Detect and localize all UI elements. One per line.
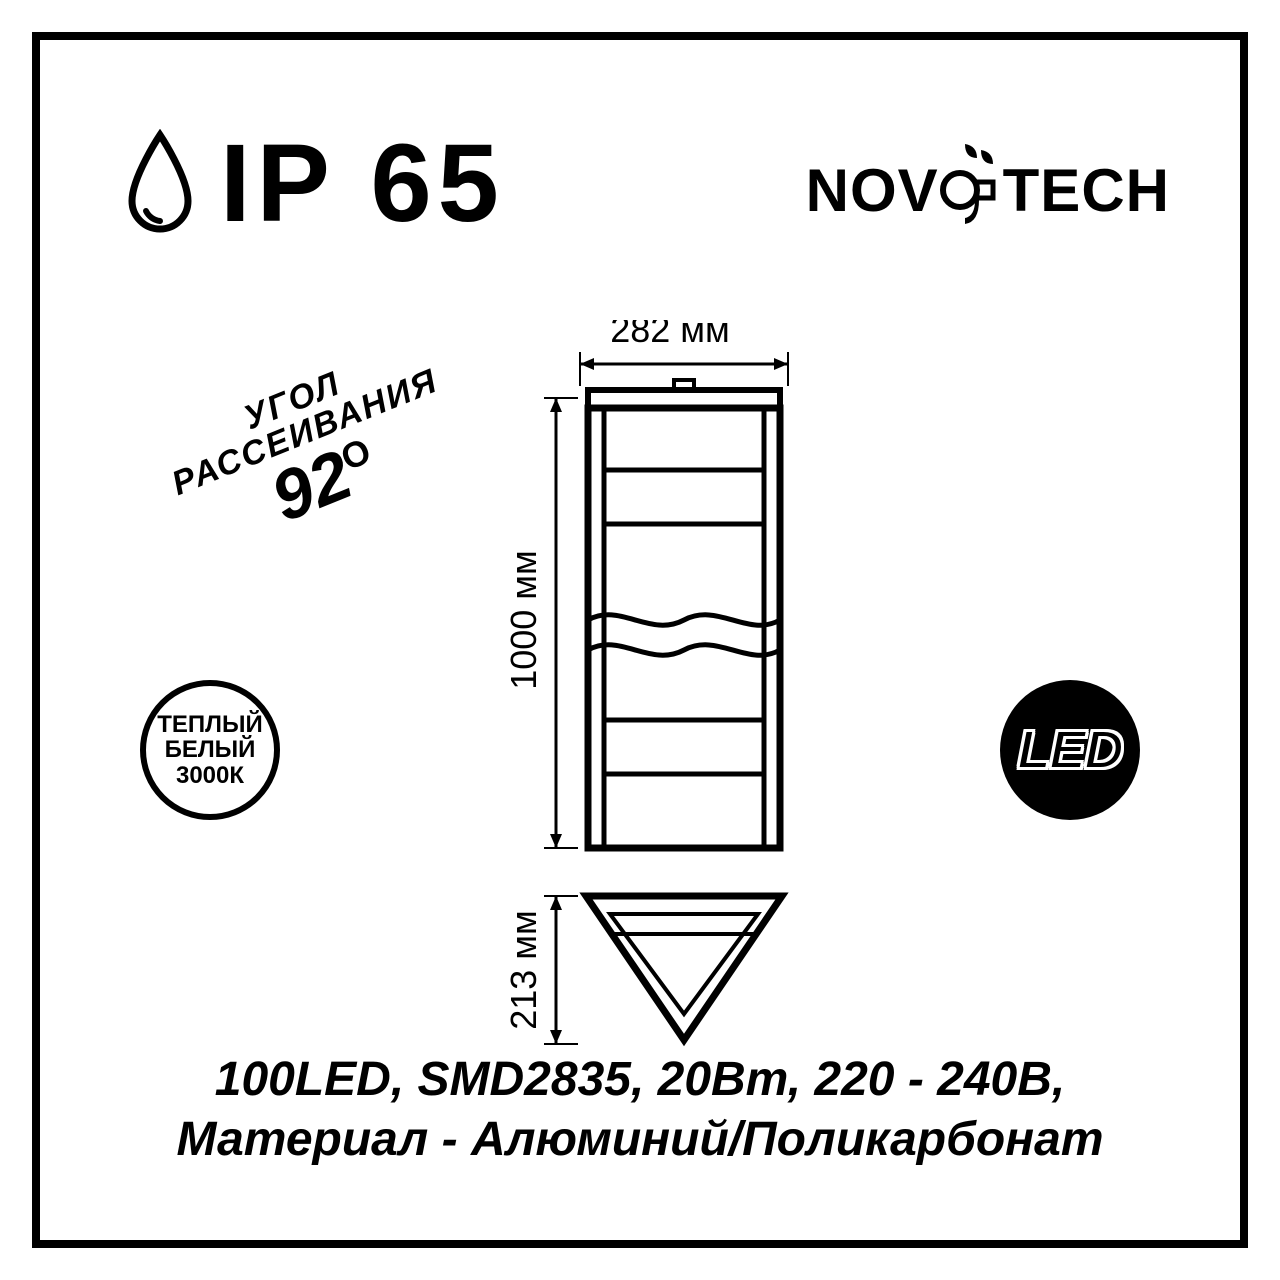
dim-width-label: 282 мм: [610, 320, 730, 350]
led-label: LED: [1018, 719, 1123, 781]
brand-right: TECH: [1003, 156, 1170, 225]
dim-depth-label: 213 мм: [503, 910, 544, 1030]
spec-line1: 100LED, SMD2835, 20Вт, 220 - 240В,: [100, 1050, 1180, 1110]
ip-rating-label: IP 65: [220, 120, 505, 247]
warm-line3: 3000К: [176, 763, 244, 788]
schematic-diagram: 282 мм 1000 мм: [470, 320, 870, 1060]
outer-frame: IP 65 NOV TECH УГОЛ РАССЕИВАНИЯ 92O ТЕПЛ…: [32, 32, 1248, 1248]
dim-height-label: 1000 мм: [503, 550, 544, 690]
warm-line1: ТЕПЛЫЙ: [157, 712, 263, 737]
ip-rating: IP 65: [120, 120, 505, 247]
spec-text: 100LED, SMD2835, 20Вт, 220 - 240В, Матер…: [40, 1050, 1240, 1170]
brand-left: NOV: [806, 156, 939, 225]
warm-white-badge: ТЕПЛЫЙ БЕЛЫЙ 3000К: [140, 680, 280, 820]
brand-mark-icon: [935, 140, 1007, 228]
brand-logo: NOV TECH: [806, 140, 1170, 240]
warm-line2: БЕЛЫЙ: [165, 737, 256, 762]
spec-line2: Материал - Алюминий/Поликарбонат: [100, 1110, 1180, 1170]
water-drop-icon: [120, 129, 200, 239]
beam-angle: УГОЛ РАССЕИВАНИЯ 92O: [154, 332, 468, 566]
led-badge: LED: [1000, 680, 1140, 820]
